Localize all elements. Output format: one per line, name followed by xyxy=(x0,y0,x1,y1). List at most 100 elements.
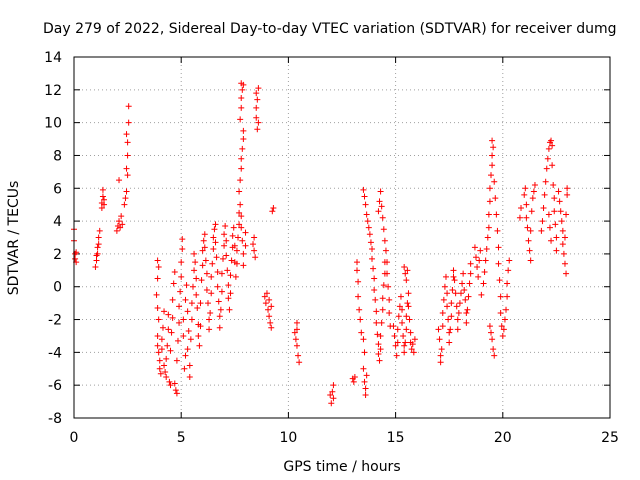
data-point xyxy=(524,224,531,231)
data-point xyxy=(405,290,412,297)
data-point xyxy=(238,165,245,172)
data-point xyxy=(187,336,194,343)
data-point xyxy=(377,332,384,339)
x-tick-label: 5 xyxy=(177,430,186,446)
data-point xyxy=(180,316,187,323)
data-point xyxy=(467,270,474,277)
data-point xyxy=(403,326,410,333)
data-point xyxy=(116,177,123,184)
data-point xyxy=(251,247,258,254)
data-point xyxy=(201,244,208,251)
y-tick-label: 2 xyxy=(53,247,62,263)
data-point xyxy=(255,85,262,92)
data-point xyxy=(197,323,204,330)
data-point xyxy=(184,308,191,315)
data-point xyxy=(123,131,130,138)
data-point xyxy=(451,277,458,284)
data-point xyxy=(361,349,368,356)
data-point xyxy=(116,218,123,225)
data-point xyxy=(369,255,376,262)
data-point xyxy=(185,328,192,335)
data-point xyxy=(119,221,126,228)
data-point xyxy=(404,267,411,274)
data-point xyxy=(403,277,410,284)
data-point xyxy=(207,309,214,316)
data-point xyxy=(545,145,552,152)
data-point xyxy=(196,342,203,349)
data-point xyxy=(183,282,190,289)
data-point xyxy=(379,295,386,302)
data-point xyxy=(180,332,187,339)
data-point xyxy=(211,226,218,233)
data-point xyxy=(351,373,358,380)
data-point xyxy=(238,95,245,102)
data-point xyxy=(475,273,482,280)
data-point xyxy=(174,337,181,344)
data-point xyxy=(182,296,189,303)
data-point xyxy=(154,342,161,349)
x-tick-label: 0 xyxy=(70,430,79,446)
y-tick-label: 12 xyxy=(44,83,62,99)
data-point xyxy=(216,324,223,331)
data-point xyxy=(411,336,418,343)
data-point xyxy=(121,201,128,208)
data-point xyxy=(539,218,546,225)
data-point xyxy=(327,392,334,399)
data-point xyxy=(446,339,453,346)
data-point xyxy=(296,359,303,366)
data-point xyxy=(117,224,124,231)
data-point xyxy=(382,247,389,254)
data-point xyxy=(371,287,378,294)
data-point xyxy=(250,241,257,248)
data-point xyxy=(442,273,449,280)
y-tick-label: 0 xyxy=(53,280,62,296)
data-point xyxy=(480,280,487,287)
data-point xyxy=(477,247,484,254)
data-point xyxy=(123,165,130,172)
data-point xyxy=(544,155,551,162)
data-point xyxy=(357,316,364,323)
data-point xyxy=(474,264,481,271)
data-point xyxy=(376,198,383,205)
data-point xyxy=(437,359,444,366)
data-point xyxy=(262,300,269,307)
data-point xyxy=(232,273,239,280)
data-point xyxy=(206,326,213,333)
data-point xyxy=(506,257,513,264)
data-point xyxy=(486,198,493,205)
data-point xyxy=(240,136,247,143)
data-point xyxy=(548,237,555,244)
data-point xyxy=(263,290,270,297)
data-point xyxy=(485,224,492,231)
data-point xyxy=(495,260,502,267)
data-point xyxy=(360,336,367,343)
data-point xyxy=(376,357,383,364)
data-point xyxy=(439,309,446,316)
data-point xyxy=(167,382,174,389)
data-point xyxy=(491,178,498,185)
data-point xyxy=(406,316,413,323)
data-point xyxy=(495,244,502,251)
data-point xyxy=(172,387,179,394)
data-point xyxy=(167,347,174,354)
data-point xyxy=(181,365,188,372)
data-point xyxy=(455,309,462,316)
data-point xyxy=(405,303,412,310)
y-tick-label: 10 xyxy=(44,116,62,132)
data-point xyxy=(155,349,162,356)
data-point xyxy=(171,380,178,387)
data-point xyxy=(223,237,230,244)
data-point xyxy=(380,226,387,233)
data-point xyxy=(543,165,550,172)
data-point xyxy=(363,211,370,218)
data-point xyxy=(361,378,368,385)
data-point xyxy=(218,288,225,295)
data-point xyxy=(227,272,234,279)
data-point xyxy=(365,224,372,231)
data-point xyxy=(101,196,108,203)
data-point xyxy=(291,329,298,336)
data-point xyxy=(538,227,545,234)
data-point xyxy=(179,245,186,252)
data-point xyxy=(200,237,207,244)
data-point xyxy=(186,362,193,369)
